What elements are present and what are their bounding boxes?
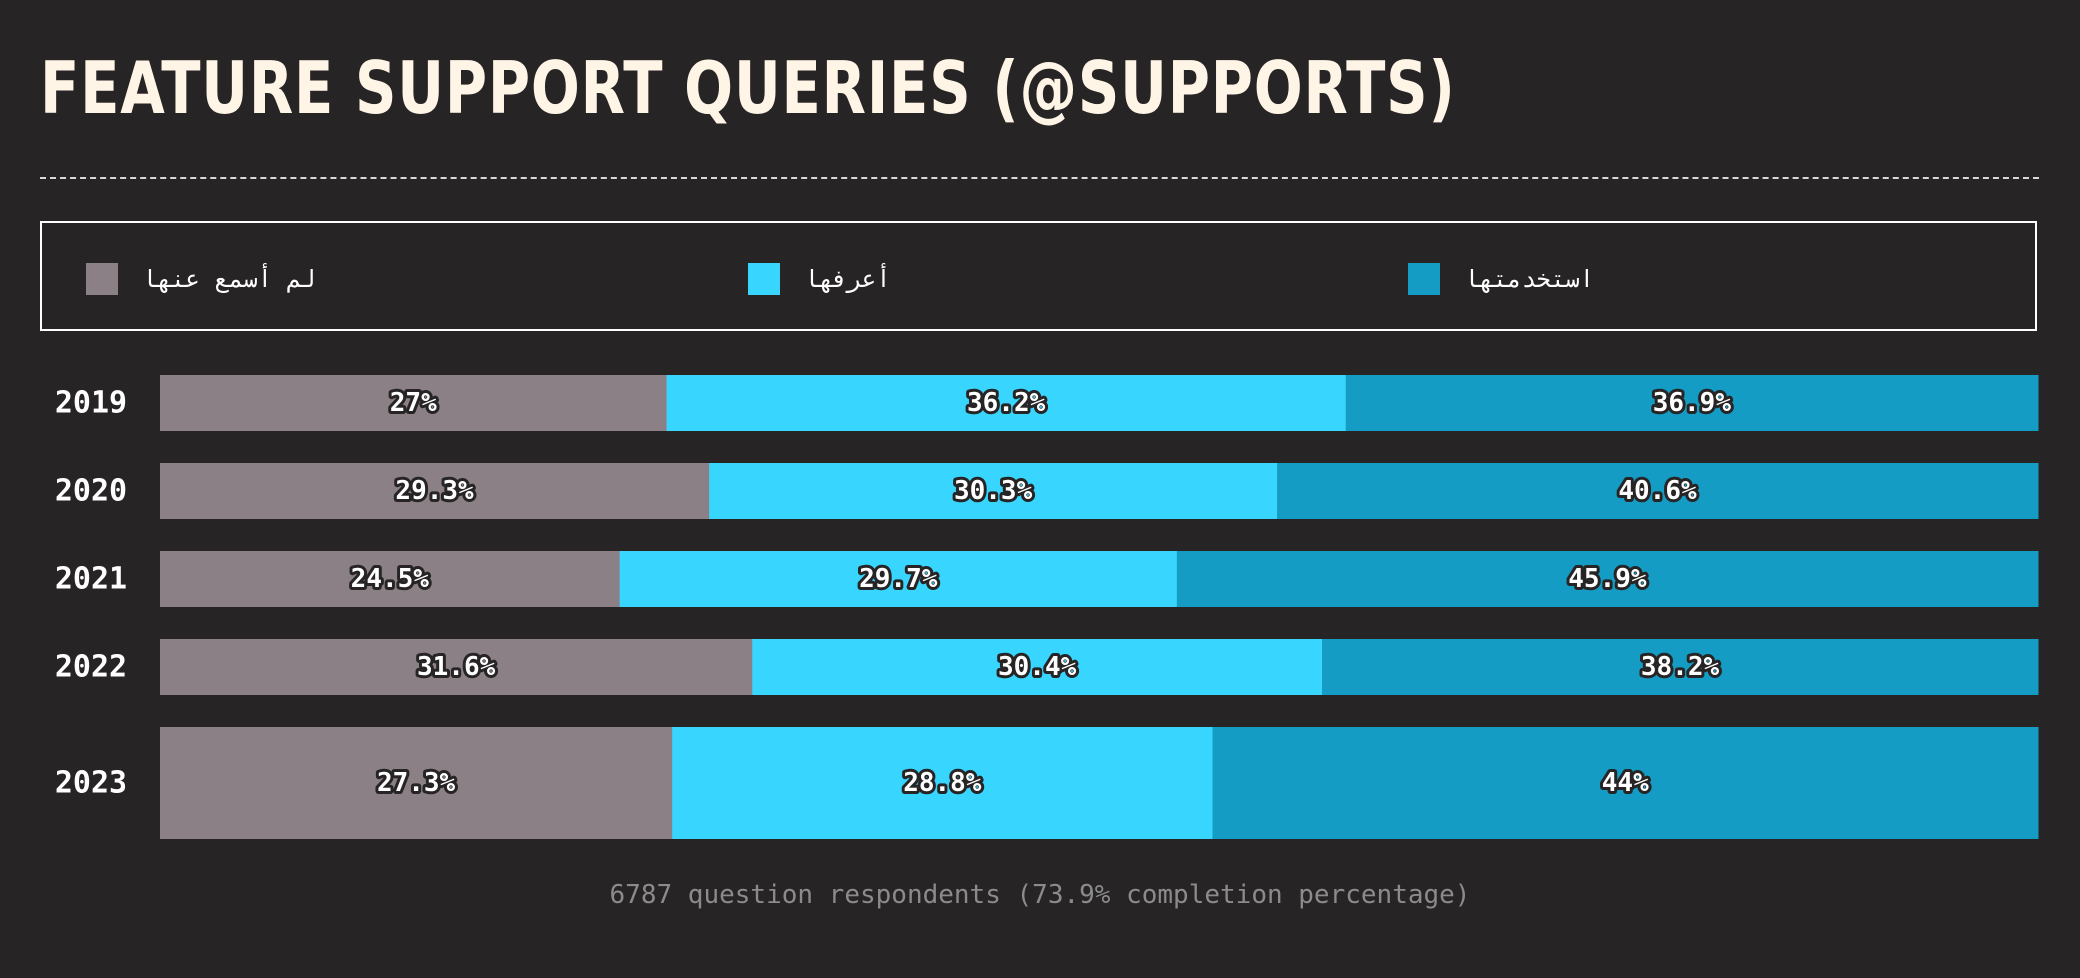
legend-label-know-about: أعرفها [804, 265, 891, 293]
year-label-2021: 2021 [55, 562, 127, 597]
bar-segment-2022-never-heard[interactable] [160, 639, 753, 695]
bar-segment-2019-never-heard[interactable] [160, 375, 668, 431]
legend-item-never-heard[interactable]: لم أسمع عنها [86, 263, 315, 295]
bar-segment-2020-never-heard[interactable] [160, 463, 710, 519]
bar-segment-2022-used-it[interactable] [1322, 639, 2039, 695]
bar-value-label-2020-never-heard: 29.3% [395, 476, 474, 506]
bar-segment-2020-know-about[interactable] [709, 463, 1278, 519]
bar-value-label-2021-used-it: 45.9% [1568, 564, 1647, 594]
legend-label-used-it: استخدمتها [1464, 265, 1595, 293]
title-divider [40, 177, 2039, 179]
bar-value-label-2020-know-about: 30.3% [954, 476, 1033, 506]
bar-segment-2020-used-it[interactable] [1277, 463, 2039, 519]
year-label-2022: 2022 [55, 650, 127, 685]
bar-value-label-2019-never-heard: 27% [390, 388, 437, 418]
bar-segment-2021-never-heard[interactable] [160, 551, 621, 607]
bar-segment-2021-know-about[interactable] [619, 551, 1178, 607]
bar-value-label-2023-used-it: 44% [1602, 768, 1649, 798]
bar-segment-2022-know-about[interactable] [752, 639, 1323, 695]
bar-value-label-2020-used-it: 40.6% [1618, 476, 1697, 506]
bar-value-label-2023-never-heard: 27.3% [377, 768, 456, 798]
bar-value-label-2023-know-about: 28.8% [903, 768, 982, 798]
chart-legend: لم أسمع عنها أعرفها استخدمتها [40, 221, 2037, 331]
page-title: FEATURE SUPPORT QUERIES (@SUPPORTS) [40, 46, 1456, 130]
bar-value-label-2019-used-it: 36.9% [1653, 388, 1732, 418]
legend-item-used-it[interactable]: استخدمتها [1408, 263, 1594, 295]
bar-segment-2019-used-it[interactable] [1345, 375, 2039, 431]
year-label-2023: 2023 [55, 766, 127, 801]
legend-item-know-about[interactable]: أعرفها [748, 263, 891, 295]
bar-segment-2019-know-about[interactable] [666, 375, 1347, 431]
bar-value-label-2019-know-about: 36.2% [967, 388, 1046, 418]
bar-value-label-2022-know-about: 30.4% [998, 652, 1077, 682]
bar-segment-2023-used-it[interactable] [1212, 727, 2039, 839]
respondents-footnote: 6787 question respondents (73.9% complet… [609, 880, 1471, 910]
legend-swatch-never-heard [86, 263, 118, 295]
year-label-2019: 2019 [55, 386, 127, 421]
legend-swatch-know-about [748, 263, 780, 295]
legend-swatch-used-it [1408, 263, 1440, 295]
bar-segment-2021-used-it[interactable] [1176, 551, 2039, 607]
legend-label-never-heard: لم أسمع عنها [142, 265, 316, 293]
year-label-2020: 2020 [55, 474, 127, 509]
bar-segment-2023-never-heard[interactable] [160, 727, 673, 839]
bar-value-label-2022-never-heard: 31.6% [417, 652, 496, 682]
bar-value-label-2021-know-about: 29.7% [859, 564, 938, 594]
bar-value-label-2021-never-heard: 24.5% [351, 564, 430, 594]
bar-segment-2023-know-about[interactable] [672, 727, 1214, 839]
bar-value-label-2022-used-it: 38.2% [1641, 652, 1720, 682]
